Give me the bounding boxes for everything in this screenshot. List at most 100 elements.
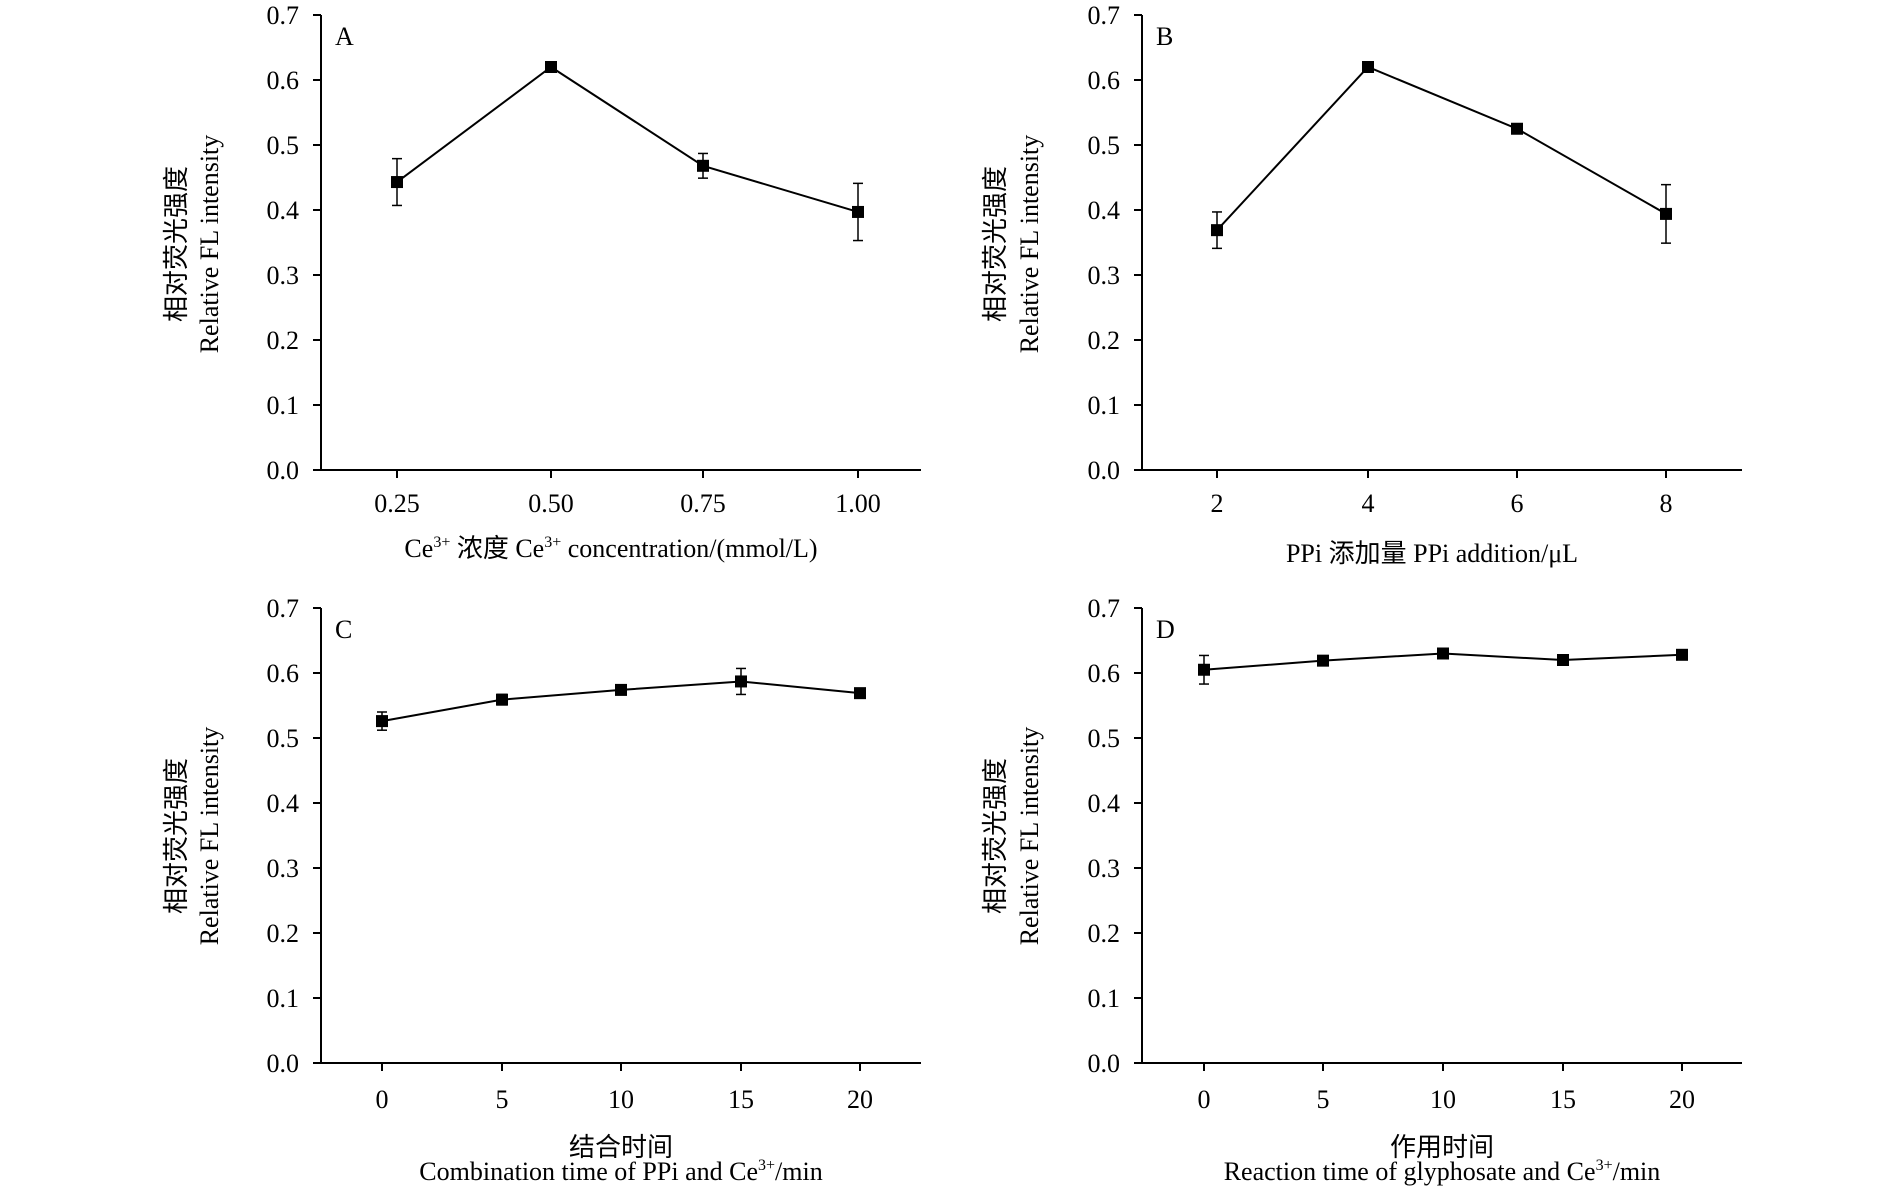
y-tick-label: 0.5	[267, 131, 300, 160]
data-point	[1362, 61, 1374, 73]
y-tick-label: 0.0	[267, 1049, 300, 1078]
data-point	[1557, 654, 1569, 666]
x-axis-label-en: Combination time of PPi and Ce3+/min	[419, 1157, 822, 1186]
y-axis-label-en: Relative FL intensity	[195, 135, 224, 354]
data-point	[1317, 654, 1329, 667]
x-tick-label: 20	[847, 1085, 873, 1114]
data-point	[1211, 224, 1223, 237]
y-axis-label-cn: 相对荧光强度	[981, 166, 1010, 322]
x-tick-label: 6	[1511, 489, 1524, 518]
y-tick-label: 0.5	[1088, 131, 1121, 160]
label-part: 浓度 Ce	[450, 534, 544, 563]
y-tick-label: 0.5	[267, 724, 300, 753]
y-tick-label: 0.2	[1088, 919, 1121, 948]
series-line	[1216, 65, 1667, 231]
panel-letter: A	[335, 22, 354, 51]
y-axis-label-cn: 相对荧光强度	[162, 758, 191, 914]
y-axis-label-cn: 相对荧光强度	[162, 166, 191, 322]
y-tick-label: 0.6	[1088, 66, 1121, 95]
label-part: Ce	[404, 534, 433, 563]
data-point	[697, 159, 709, 172]
data-point	[1437, 647, 1449, 660]
x-tick-label: 8	[1660, 489, 1673, 518]
x-tick-label: 2	[1211, 489, 1224, 518]
label-part: Reaction time of glyphosate and Ce	[1224, 1157, 1596, 1186]
y-tick-label: 0.3	[267, 854, 300, 883]
y-tick-label: 0.1	[1088, 984, 1121, 1013]
y-tick-label: 0.4	[267, 789, 300, 818]
y-tick-label: 0.4	[267, 196, 300, 225]
x-tick-label: 5	[1317, 1085, 1330, 1114]
label-part: /min	[1613, 1157, 1661, 1186]
y-tick-label: 0.3	[1088, 261, 1121, 290]
x-tick-label: 15	[1550, 1085, 1576, 1114]
x-tick-label: 20	[1669, 1085, 1695, 1114]
superscript: 3+	[1596, 1157, 1613, 1174]
x-tick-label: 0	[1198, 1085, 1211, 1114]
y-tick-label: 0.2	[1088, 326, 1121, 355]
x-tick-label: 10	[1430, 1085, 1456, 1114]
data-point	[376, 715, 388, 728]
x-tick-label: 1.00	[835, 489, 881, 518]
y-tick-label: 0.0	[1088, 456, 1121, 485]
y-tick-label: 0.7	[1088, 594, 1121, 623]
data-point	[615, 683, 627, 696]
y-tick-label: 0.7	[267, 1, 300, 30]
label-part: /min	[775, 1157, 823, 1186]
y-tick-label: 0.2	[267, 919, 300, 948]
data-point	[496, 693, 508, 706]
y-tick-label: 0.7	[1088, 1, 1121, 30]
superscript: 3+	[544, 534, 561, 551]
y-tick-label: 0.0	[1088, 1049, 1121, 1078]
y-tick-label: 0.6	[267, 659, 300, 688]
x-tick-label: 0.25	[374, 489, 420, 518]
data-point	[852, 205, 864, 218]
x-tick-label: 0.75	[680, 489, 726, 518]
y-tick-label: 0.4	[1088, 789, 1121, 818]
x-tick-label: 4	[1362, 489, 1375, 518]
y-axis-label-en: Relative FL intensity	[195, 727, 224, 946]
x-tick-label: 5	[496, 1085, 509, 1114]
x-axis-label: PPi 添加量 PPi addition/μL	[1286, 539, 1578, 568]
label-part: Combination time of PPi and Ce	[419, 1157, 758, 1186]
y-tick-label: 0.1	[267, 391, 300, 420]
panel-letter: B	[1156, 22, 1173, 51]
y-tick-label: 0.1	[267, 984, 300, 1013]
x-axis-label-en: Reaction time of glyphosate and Ce3+/min	[1224, 1157, 1661, 1186]
x-axis-label: Ce3+ 浓度 Ce3+ concentration/(mmol/L)	[404, 534, 817, 563]
x-axis-label-cn: 作用时间	[1390, 1133, 1494, 1162]
x-axis-label-cn: 结合时间	[569, 1133, 673, 1162]
y-tick-label: 0.4	[1088, 196, 1121, 225]
y-axis-label-cn: 相对荧光强度	[981, 758, 1010, 914]
data-point	[854, 687, 866, 700]
x-tick-label: 15	[728, 1085, 754, 1114]
data-point	[735, 675, 747, 688]
y-tick-label: 0.0	[267, 456, 300, 485]
y-tick-label: 0.3	[1088, 854, 1121, 883]
superscript: 3+	[433, 534, 450, 551]
y-axis-label-en: Relative FL intensity	[1015, 135, 1044, 354]
panel-letter: C	[335, 615, 352, 644]
y-axis-label-en: Relative FL intensity	[1015, 727, 1044, 946]
chart-panel-c: 0.0 0.1 0.2 0.3 0.4 0.5 0.6 0.7 0 5 10 15 20 C 相对荧光强度 R…	[162, 594, 921, 1186]
series-line	[396, 65, 859, 213]
x-tick-label: 10	[608, 1085, 634, 1114]
data-point	[1676, 648, 1688, 661]
data-point	[1511, 122, 1523, 135]
x-tick-label: 0.50	[528, 489, 574, 518]
x-tick-label: 0	[376, 1085, 389, 1114]
y-tick-label: 0.3	[267, 261, 300, 290]
label-part: concentration/(mmol/L)	[561, 534, 817, 563]
y-tick-label: 0.6	[1088, 659, 1121, 688]
superscript: 3+	[758, 1157, 775, 1174]
y-tick-label: 0.6	[267, 66, 300, 95]
data-point	[545, 61, 557, 73]
chart-panel-b: 0.0 0.1 0.2 0.3 0.4 0.5 0.6 0.7 2 4 6 8 B 相对荧光强度 Relat…	[981, 1, 1742, 568]
data-point	[1198, 663, 1210, 676]
chart-panel-a: 0.0 0.1 0.2 0.3 0.4 0.5 0.6 0.7 0.25 0.50 0.75 1.00…	[162, 1, 921, 563]
y-tick-label: 0.2	[267, 326, 300, 355]
y-tick-label: 0.7	[267, 594, 300, 623]
panel-letter: D	[1156, 615, 1175, 644]
